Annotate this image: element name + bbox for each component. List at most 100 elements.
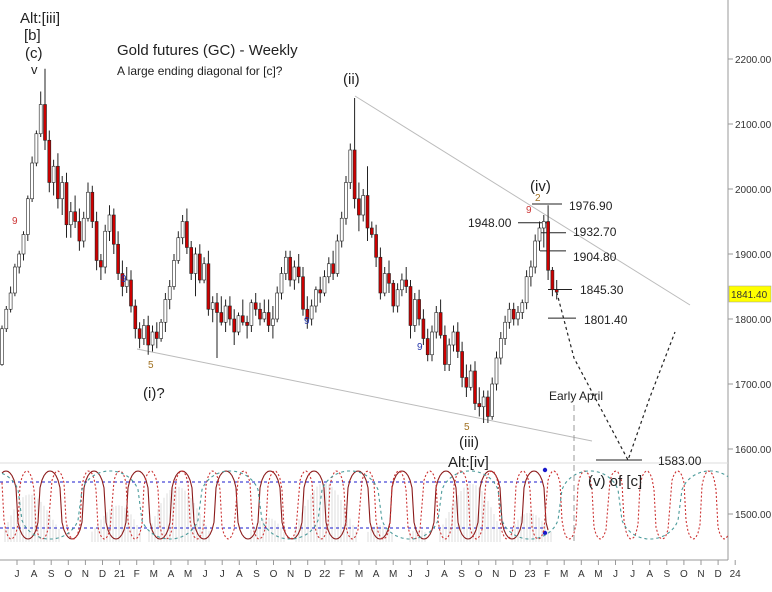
time-tick-label: A bbox=[373, 569, 380, 580]
lower-trendline bbox=[136, 348, 593, 442]
time-tick-label: J bbox=[425, 569, 430, 580]
oscillator-dot bbox=[542, 467, 548, 473]
candle-body bbox=[167, 286, 172, 300]
candle-body bbox=[215, 302, 219, 313]
chart-title: Gold futures (GC) - Weekly bbox=[117, 42, 298, 59]
candle-body bbox=[322, 276, 327, 294]
time-tick-label: J bbox=[613, 569, 618, 580]
candle-body bbox=[38, 104, 43, 135]
candle-body bbox=[395, 289, 400, 307]
wave-label-iv: (iv) bbox=[530, 178, 551, 195]
candle-body bbox=[193, 253, 198, 274]
last-price-marker bbox=[728, 285, 772, 303]
candle-body bbox=[279, 273, 284, 294]
candle-body bbox=[159, 321, 163, 339]
candle-body bbox=[228, 305, 232, 320]
count-label: 9 bbox=[417, 342, 423, 353]
candlestick-series bbox=[0, 68, 559, 423]
candle-body bbox=[51, 165, 56, 183]
candle-body bbox=[292, 266, 297, 281]
candle-body bbox=[21, 234, 26, 255]
candle-body bbox=[408, 286, 413, 326]
candle-body bbox=[232, 318, 236, 333]
candle-body bbox=[73, 211, 77, 222]
price-tick-label: 1500.00 bbox=[735, 510, 772, 521]
count-label: 9 bbox=[526, 205, 532, 216]
time-tick-label: F bbox=[134, 569, 140, 580]
candle-body bbox=[529, 266, 533, 278]
candle-body bbox=[210, 302, 215, 310]
candle-body bbox=[163, 299, 168, 323]
candle-body bbox=[142, 325, 146, 339]
price-tick-label: 1900.00 bbox=[735, 250, 772, 261]
candle-body bbox=[107, 214, 112, 232]
time-tick-label: J bbox=[408, 569, 413, 580]
time-tick-label: D bbox=[99, 569, 106, 580]
candle-body bbox=[554, 289, 559, 293]
candle-body bbox=[400, 279, 404, 291]
time-tick-label: F bbox=[339, 569, 345, 580]
time-tick-label: S bbox=[48, 569, 55, 580]
candle-body bbox=[262, 312, 267, 320]
candle-body bbox=[309, 305, 314, 320]
candle-body bbox=[382, 273, 387, 294]
candle-body bbox=[369, 227, 374, 235]
candle-body bbox=[69, 211, 73, 226]
level-label-1948: 1948.00 bbox=[468, 216, 512, 230]
candle-body bbox=[34, 133, 39, 164]
candle-body bbox=[17, 253, 22, 268]
candle-body bbox=[43, 104, 47, 141]
candle-body bbox=[460, 351, 464, 378]
time-tick-label: N bbox=[492, 569, 499, 580]
time-tick-label: A bbox=[168, 569, 175, 580]
wave-marker-v: v bbox=[31, 62, 38, 77]
oscillator-line-fast bbox=[1, 470, 729, 540]
candle-body bbox=[99, 260, 103, 268]
candle-body bbox=[438, 312, 443, 336]
candle-body bbox=[241, 315, 245, 323]
wave-label-alt-iv: Alt:[iv] bbox=[448, 454, 489, 471]
candle-body bbox=[490, 383, 495, 417]
count-label: 2 bbox=[535, 193, 541, 204]
time-tick-label: N bbox=[82, 569, 89, 580]
level-label-1583: 1583.00 bbox=[658, 454, 702, 468]
candle-body bbox=[245, 321, 249, 326]
candle-body bbox=[348, 149, 353, 183]
candle-body bbox=[494, 357, 499, 385]
candle-body bbox=[120, 273, 125, 287]
price-tick-label: 1800.00 bbox=[735, 315, 772, 326]
time-tick-label: A bbox=[646, 569, 653, 580]
time-tick-label: M bbox=[150, 569, 158, 580]
candle-body bbox=[425, 338, 430, 356]
time-tick-label: S bbox=[663, 569, 670, 580]
candle-body bbox=[8, 292, 13, 310]
candle-body bbox=[77, 221, 82, 242]
time-tick-label: A bbox=[578, 569, 585, 580]
time-tick-label: D bbox=[714, 569, 721, 580]
time-tick-label: O bbox=[680, 569, 688, 580]
candle-body bbox=[81, 217, 86, 242]
candle-body bbox=[464, 377, 469, 388]
candle-body bbox=[498, 338, 503, 359]
candle-body bbox=[4, 308, 9, 330]
wave-label-alt-iii: Alt:[iii] bbox=[20, 10, 60, 27]
candle-body bbox=[288, 256, 292, 281]
candle-body bbox=[258, 308, 262, 320]
candle-body bbox=[486, 396, 490, 417]
candle-body bbox=[296, 266, 301, 278]
oscillator-panel bbox=[0, 467, 729, 542]
last-price-label: 1841.40 bbox=[731, 290, 768, 301]
time-tick-label: J bbox=[15, 569, 20, 580]
time-tick-label: J bbox=[630, 569, 635, 580]
annotation-early-april: Early April bbox=[549, 389, 603, 403]
time-tick-label: M bbox=[594, 569, 602, 580]
candle-body bbox=[172, 260, 176, 287]
candle-body bbox=[434, 312, 439, 333]
time-tick-label: O bbox=[270, 569, 278, 580]
candle-body bbox=[391, 282, 396, 307]
time-tick-label: F bbox=[544, 569, 550, 580]
time-tick-label: D bbox=[509, 569, 516, 580]
candle-body bbox=[339, 217, 344, 242]
candle-body bbox=[318, 289, 323, 294]
candle-body bbox=[451, 331, 456, 346]
